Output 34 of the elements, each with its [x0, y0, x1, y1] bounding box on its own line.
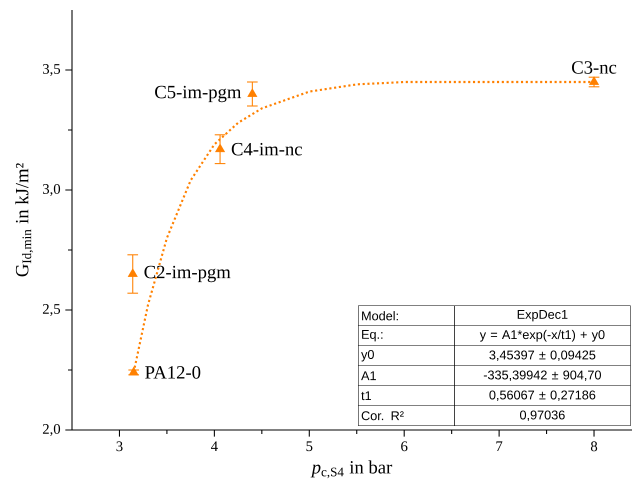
annotation: -335,39942 ± 904,70 [484, 370, 601, 381]
annotation: t1 [361, 391, 371, 400]
x-tick-label: 7 [496, 441, 502, 451]
point [128, 268, 138, 277]
annotation: 0,56067 ± 0,27186 [489, 390, 596, 401]
annotation: C2-im-pgm [144, 266, 231, 282]
annotation: PA12-0 [145, 366, 200, 379]
annotation: C4-im-nc [232, 142, 302, 156]
annotation: Model: [362, 311, 398, 320]
annotation: A1 [361, 371, 376, 380]
annotation: C3-nc [572, 61, 616, 74]
annotation: y = A1*exp(-x/t1) + y0 [480, 330, 605, 342]
x-tick-label: 5 [306, 441, 312, 452]
x-tick-label: 6 [401, 441, 408, 452]
y-tick-label: 3,0 [43, 184, 60, 196]
annotation: Eq.: [362, 330, 382, 342]
annotation: ExpDec1 [518, 310, 568, 322]
y-tick-label: 3,5 [43, 64, 60, 76]
y-tick-label: 2,5 [42, 304, 60, 316]
point [589, 76, 599, 85]
point [247, 88, 258, 97]
x-tick-label: 8 [590, 441, 598, 452]
point [215, 144, 225, 152]
x-tick-label: 3 [116, 441, 123, 452]
y-axis-title: G$_{Id,min}$ in kJ/m² [15, 163, 34, 276]
annotation: C5-im-pgm [155, 86, 242, 102]
annotation: y0 [361, 350, 374, 362]
y-tick-label: 2,0 [42, 424, 60, 436]
x-tick-label: 4 [211, 441, 218, 452]
x-axis-title: p$_{c,S4}$ in bar [310, 460, 392, 478]
annotation: Cor. R² [362, 411, 404, 420]
annotation: 3,45397 ± 0,09425 [489, 350, 596, 361]
point [128, 366, 139, 376]
annotation: 0,97036 [520, 410, 565, 421]
